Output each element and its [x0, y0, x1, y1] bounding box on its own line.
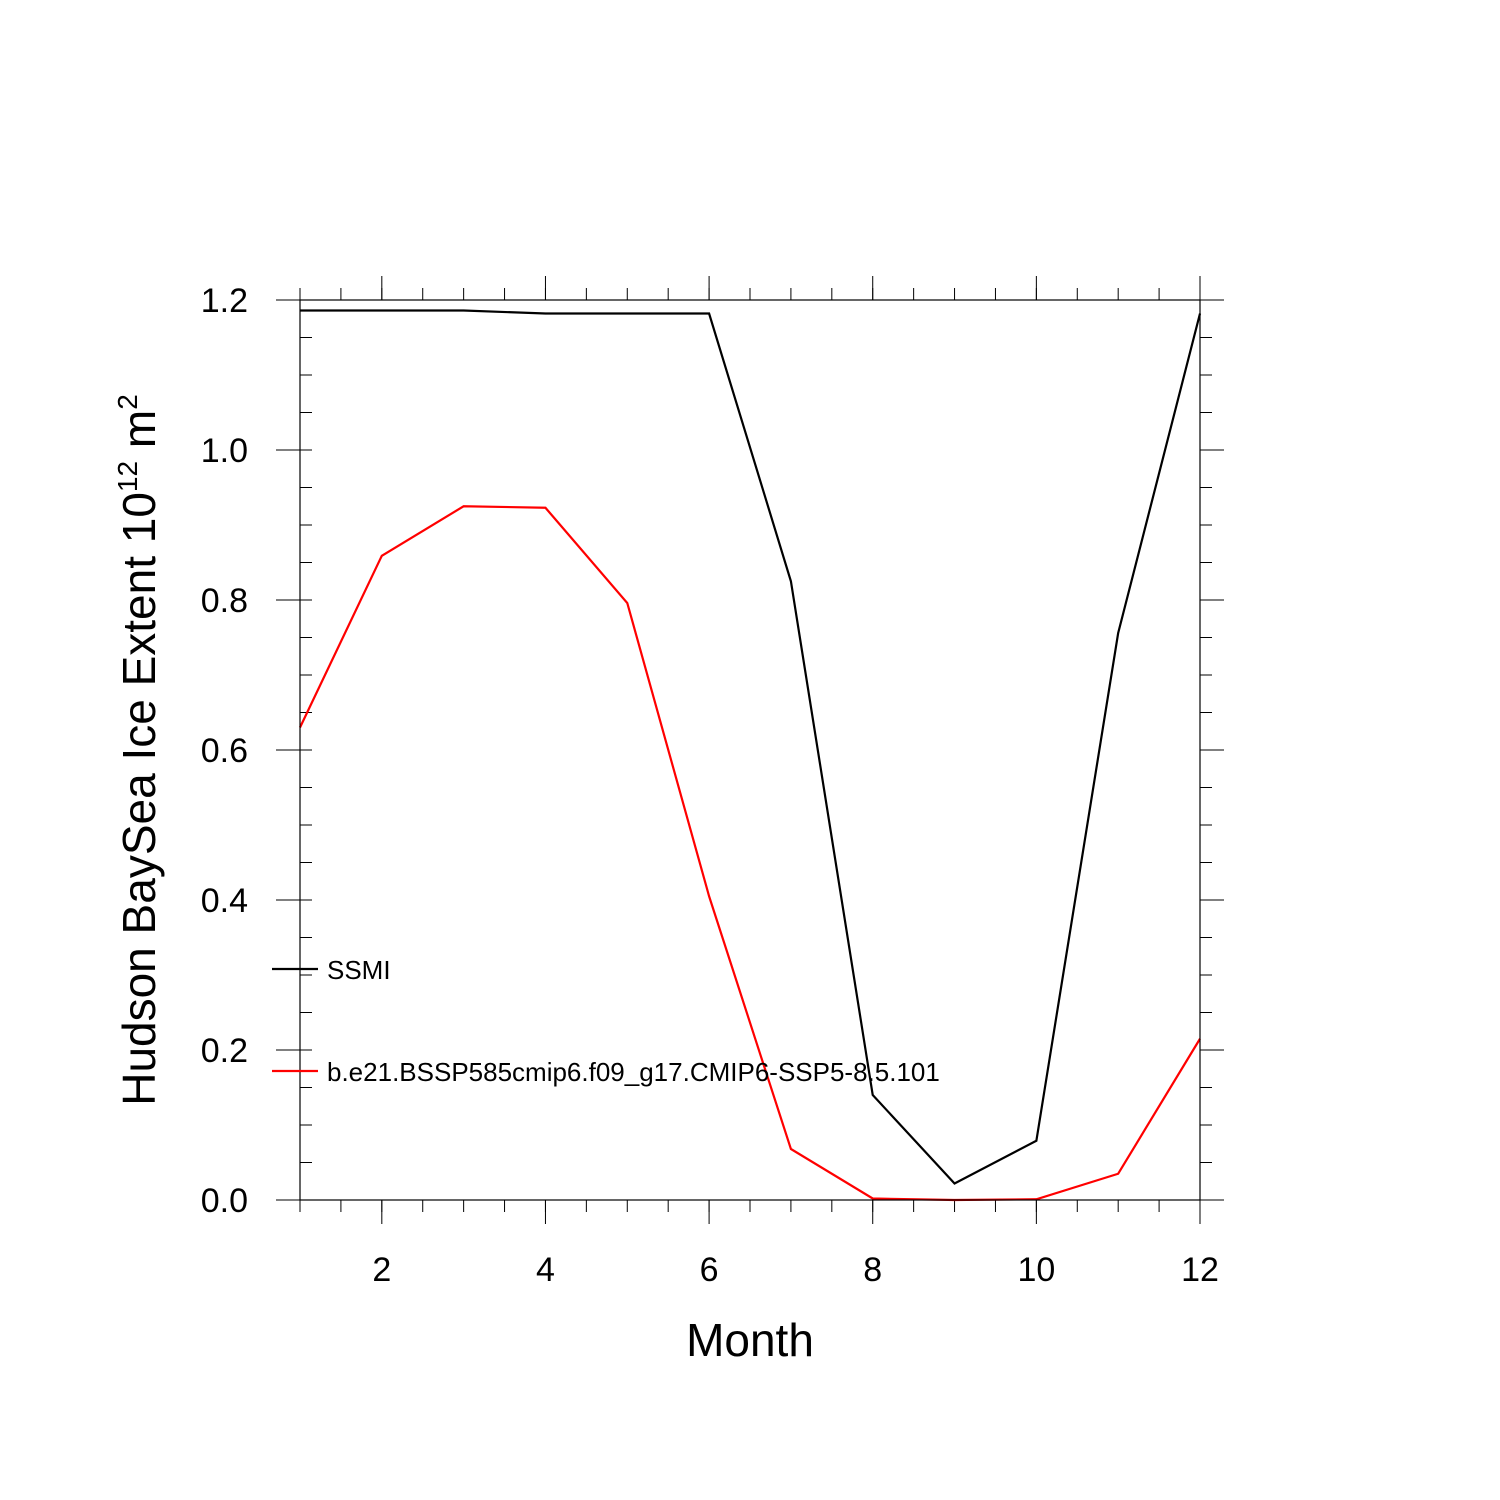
series-lines: [299, 309, 1202, 1202]
y-tick-label: 1.0: [201, 432, 248, 470]
y-axis-title-unit-exponent: 2: [112, 394, 143, 410]
series-line-model: [299, 505, 1201, 1202]
y-tick-labels: 0.0 0.2 0.4 0.6 0.8 1.0 1.2: [201, 282, 248, 1220]
legend-label: b.e21.BSSP585cmip6.f09_g17.CMIP6-SSP5-8.…: [327, 1057, 940, 1087]
x-tick-label: 2: [372, 1251, 391, 1289]
y-tick-label: 0.4: [201, 882, 248, 920]
y-axis-title-main: Hudson BaySea Ice Extent 10: [113, 492, 165, 1106]
x-tick-label: 8: [863, 1251, 882, 1289]
x-axis-title: Month: [686, 1314, 814, 1366]
y-tick-label: 0.6: [201, 732, 248, 770]
y-axis-title-unit: m: [113, 410, 165, 461]
y-tick-label: 0.0: [201, 1182, 248, 1220]
y-axis-title-exponent: 12: [112, 461, 143, 492]
x-tick-labels: 2 4 6 8 10 12: [372, 1251, 1219, 1289]
y-tick-label: 1.2: [201, 282, 248, 320]
legend: SSMI b.e21.BSSP585cmip6.f09_g17.CMIP6-SSP…: [272, 955, 940, 1087]
x-tick-label: 4: [536, 1251, 555, 1289]
legend-label: SSMI: [327, 955, 391, 985]
plot-frame: [299, 299, 1201, 1201]
x-tick-label: 6: [700, 1251, 719, 1289]
minor-ticks: [299, 288, 1212, 1212]
x-tick-label: 10: [1017, 1251, 1055, 1289]
y-axis-title: Hudson BaySea Ice Extent 1012 m2: [112, 394, 165, 1106]
y-tick-label: 0.8: [201, 582, 248, 620]
major-ticks: [276, 276, 1224, 1224]
series-line-ssmi: [300, 309, 1202, 1185]
y-tick-label: 0.2: [201, 1032, 248, 1070]
x-tick-label: 12: [1181, 1251, 1219, 1289]
